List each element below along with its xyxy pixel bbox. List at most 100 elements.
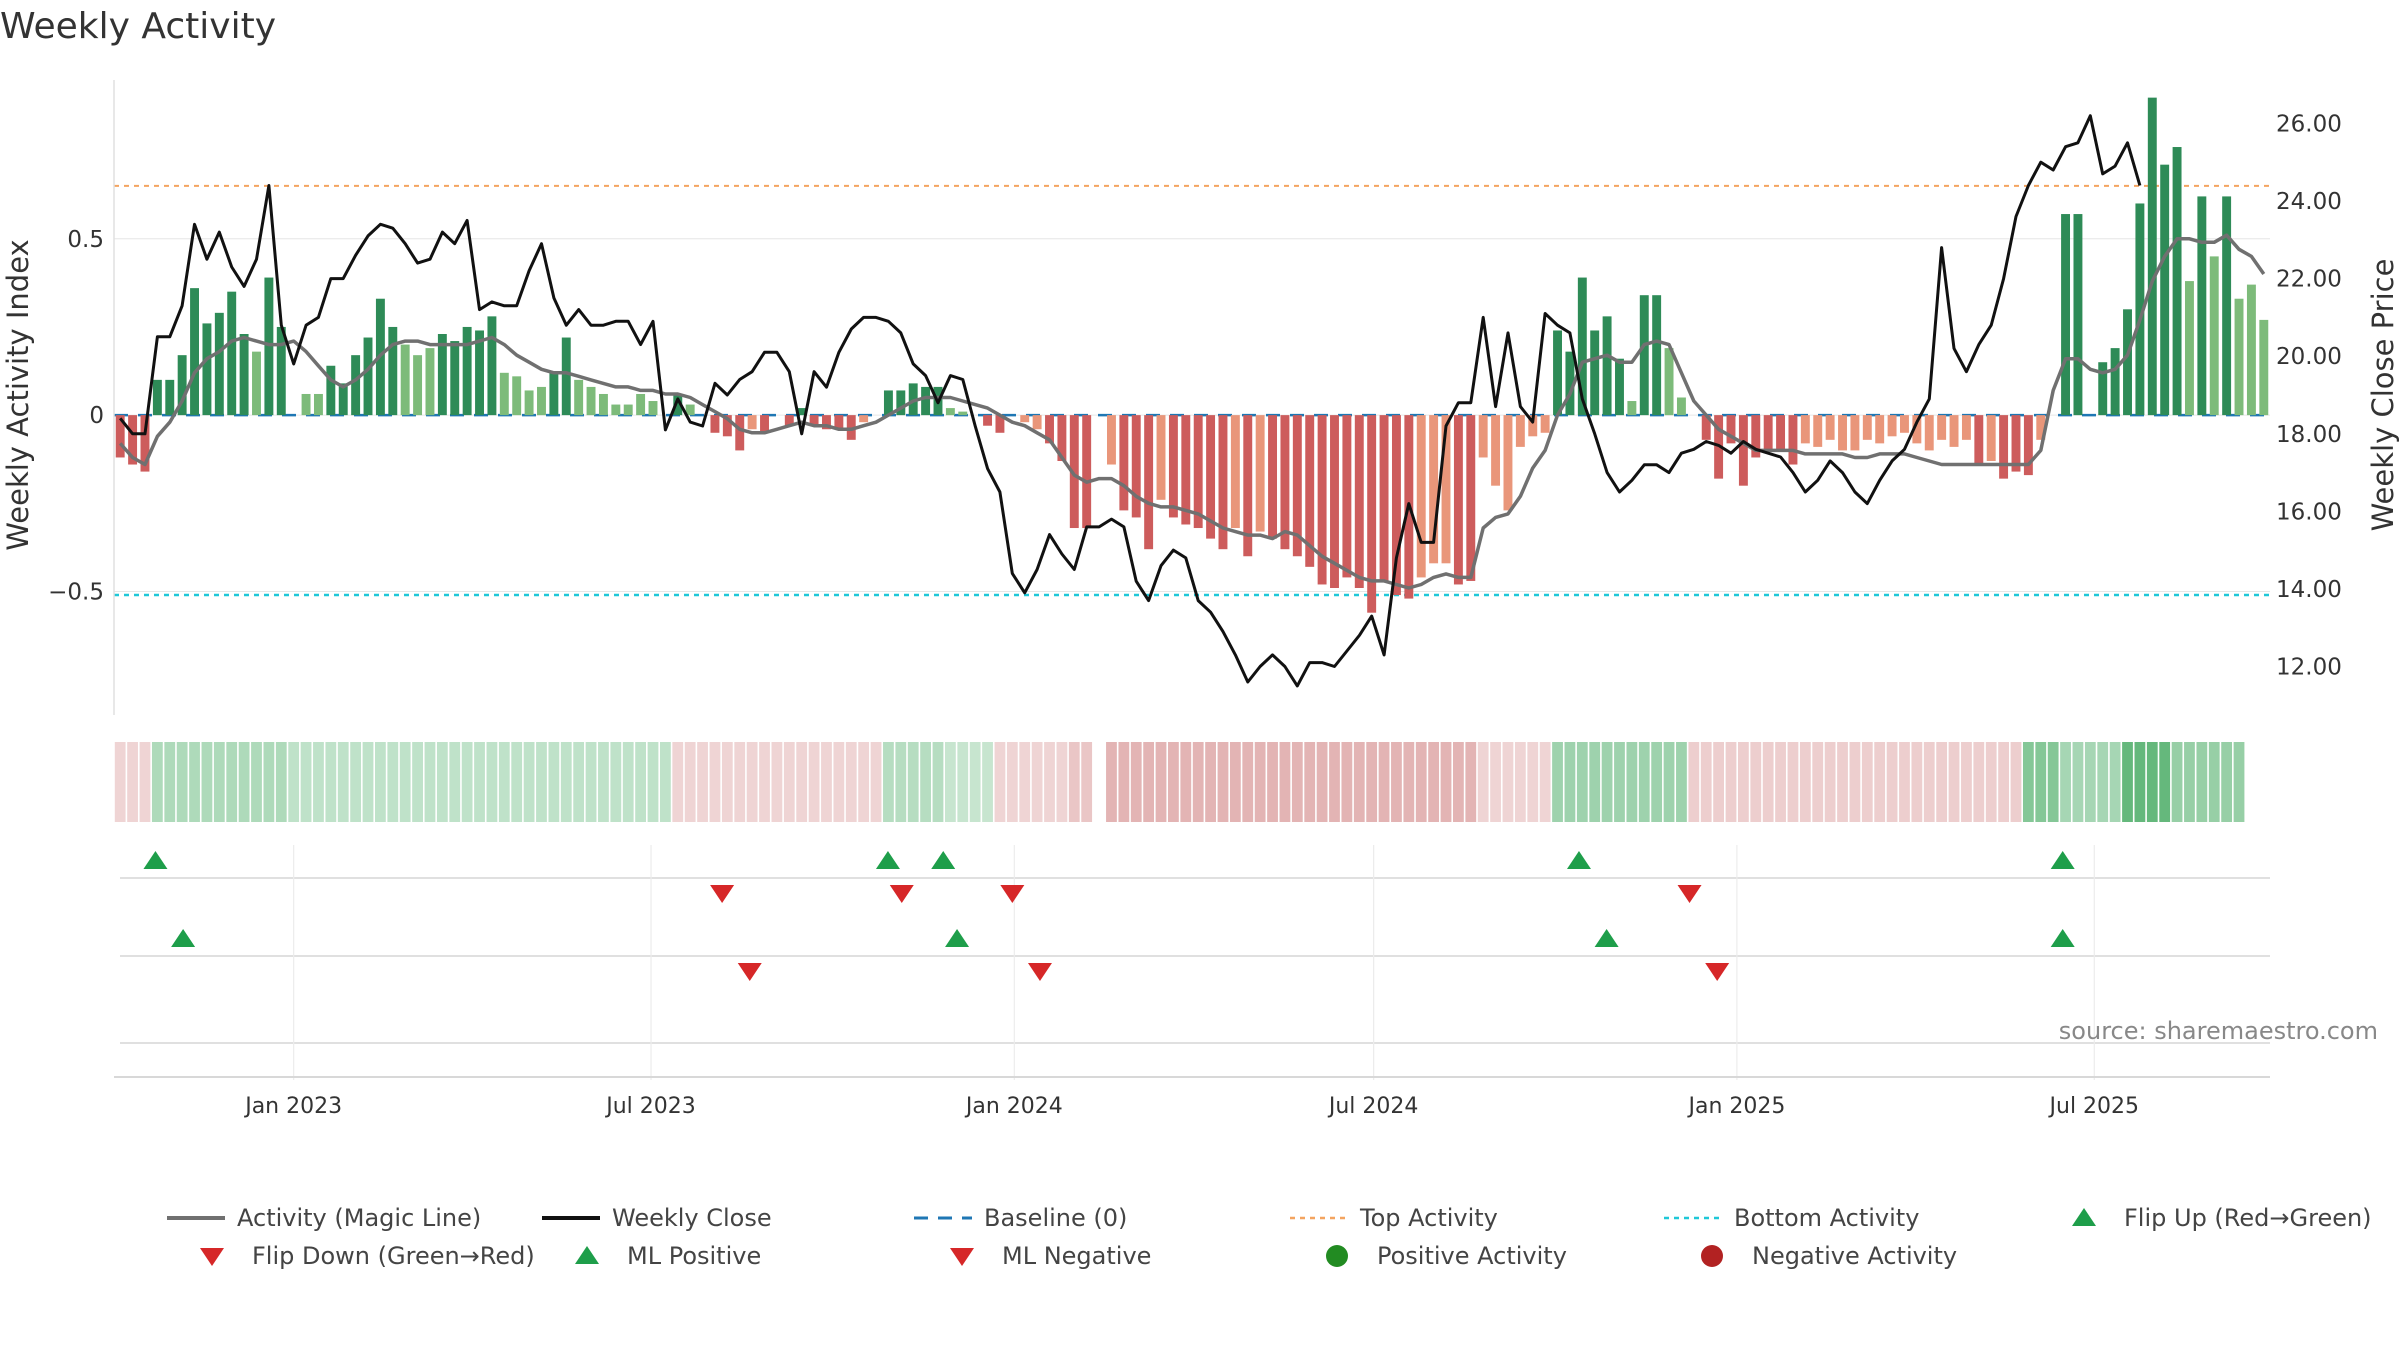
activity-bar [636,393,646,416]
activity-bar [1639,295,1649,416]
heat-cell [1676,742,1687,822]
heat-cell [1143,742,1155,822]
y-tick-label: 0.5 [67,227,104,253]
heat-cell [1837,742,1848,822]
activity-bar [2135,203,2145,416]
green-circle-icon [1326,1245,1348,1267]
activity-bar [896,390,906,416]
activity-bar [1193,415,1203,529]
legend-label: Activity (Magic Line) [237,1204,482,1232]
activity-bar [722,415,732,437]
heat-cell [164,742,176,822]
ml-positive-marker [171,929,196,947]
activity-bar [1577,277,1587,416]
activity-bar [1862,415,1872,440]
tick-labels: 0.5 0 −0.5 12.00 14.00 16.00 18.00 20.00 22.00 24… [48,111,2342,1119]
heat-cell [1081,742,1093,822]
activity-bar [648,401,658,416]
heat-cell [1353,742,1365,822]
heat-cell [1799,742,1811,822]
legend-label: Baseline (0) [984,1204,1128,1232]
activity-bar [1838,415,1847,451]
activity-bar [822,415,831,430]
heat-cell [1428,742,1440,822]
heat-cell [1403,742,1415,822]
heat-cell [2035,742,2047,822]
heat-cell [771,742,783,822]
magic-line [118,233,2266,590]
heat-cell [1118,742,1130,822]
heat-cell [2233,742,2245,822]
activity-bar [1168,415,1178,518]
heat-cell [709,742,721,822]
activity-bar [1937,415,1947,440]
activity-bar [338,383,348,416]
heat-cell [1006,742,1018,822]
activity-bar [1069,415,1079,529]
activity-bar [2073,214,2083,416]
heat-cell [1589,742,1601,822]
heat-cell [2072,742,2084,822]
flip-down-marker [710,885,735,903]
activity-bar [2061,214,2071,416]
heat-cell [2134,742,2146,822]
heat-cell [523,742,535,822]
y2-tick-label: 20.00 [2276,344,2342,370]
y-axis-label: Weekly Activity Index [1,239,35,550]
x-tick-label: Jul 2024 [1327,1094,1419,1119]
x-tick-label: Jul 2025 [2048,1094,2140,1119]
heat-cell [375,742,386,822]
heat-cell [1068,742,1080,822]
x-tick-label: Jul 2023 [604,1094,696,1119]
activity-bar [1961,415,1971,440]
activity-bar [140,415,150,472]
legend-item: Negative Activity [1680,1238,1957,1274]
heat-cell [1192,742,1204,822]
heat-cell [1775,742,1786,822]
activity-bar [1974,415,1984,465]
activity-bar [1738,415,1748,486]
orange-dotted-line-icon [1290,1216,1348,1220]
activity-bar [561,337,571,416]
heat-cell [1576,742,1588,822]
heat-cell [1229,742,1241,822]
y2-tick-label: 16.00 [2276,499,2342,525]
activity-bar [1045,415,1054,444]
activity-bar [809,415,819,426]
heat-cell [833,742,845,822]
activity-bar [784,415,794,426]
heat-cell [1750,742,1762,822]
activity-bar [190,288,200,416]
heat-cell [1217,742,1229,822]
activity-bar [859,415,869,423]
activity-bar [425,348,435,416]
heat-cell [622,742,634,822]
flip-down-marker [1000,885,1025,903]
black-line-icon [542,1216,600,1220]
heat-cell [1948,742,1960,822]
green-triangle-up-icon [2072,1208,2096,1226]
y2-tick-label: 24.00 [2276,189,2342,215]
legend-label: Positive Activity [1377,1242,1567,1270]
heat-cell [2122,742,2133,822]
flip-up-marker [143,851,168,869]
y2-tick-label: 22.00 [2276,267,2342,293]
activity-bar [747,415,757,430]
y2-axis-label: Weekly Close Price [2366,259,2400,532]
heat-cell [573,742,585,822]
activity-bar [214,312,224,416]
heat-cell [1056,742,1068,822]
legend-label: Bottom Activity [1734,1204,1920,1232]
legend-item: Bottom Activity [1662,1200,1919,1236]
legend-label: Top Activity [1360,1204,1498,1232]
activity-bar [623,404,633,416]
heat-cell [1130,742,1142,822]
activity-bar [1590,330,1600,416]
activity-bar [450,341,460,416]
heat-cell [151,742,163,822]
heat-cell [1998,742,2009,822]
heat-cell [337,742,349,822]
heat-cell [2010,742,2022,822]
activity-bar [1453,415,1463,585]
activity-bar [326,365,336,416]
